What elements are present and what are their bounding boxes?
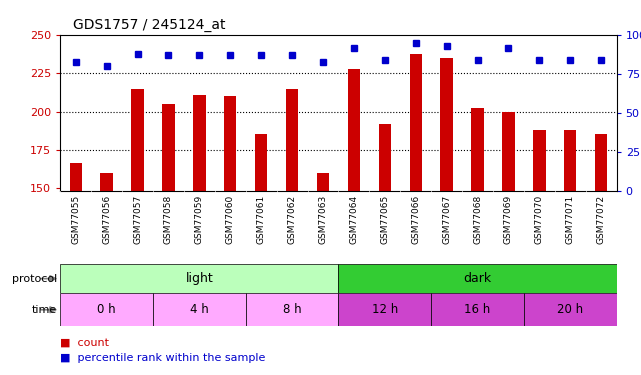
Text: GSM77069: GSM77069 bbox=[504, 195, 513, 244]
Text: GSM77058: GSM77058 bbox=[164, 195, 173, 244]
Text: GSM77060: GSM77060 bbox=[226, 195, 235, 244]
Text: protocol: protocol bbox=[12, 274, 57, 284]
Text: 8 h: 8 h bbox=[283, 303, 301, 316]
Bar bbox=[440, 58, 453, 191]
Bar bbox=[347, 69, 360, 191]
Text: GSM77071: GSM77071 bbox=[566, 195, 575, 244]
Bar bbox=[410, 54, 422, 191]
Text: dark: dark bbox=[463, 272, 492, 285]
Bar bbox=[338, 264, 617, 293]
Text: GSM77057: GSM77057 bbox=[133, 195, 142, 244]
Text: 16 h: 16 h bbox=[465, 303, 490, 316]
Bar bbox=[69, 164, 82, 191]
Text: 0 h: 0 h bbox=[97, 303, 116, 316]
Bar bbox=[131, 88, 144, 191]
Text: GSM77059: GSM77059 bbox=[195, 195, 204, 244]
Text: time: time bbox=[32, 305, 57, 315]
Bar bbox=[595, 134, 608, 191]
Text: light: light bbox=[185, 272, 213, 285]
Bar bbox=[533, 130, 545, 191]
Bar bbox=[193, 95, 206, 191]
Bar bbox=[524, 293, 617, 326]
Text: GSM77070: GSM77070 bbox=[535, 195, 544, 244]
Text: GDS1757 / 245124_at: GDS1757 / 245124_at bbox=[73, 18, 226, 32]
Text: ■  percentile rank within the sample: ■ percentile rank within the sample bbox=[60, 353, 265, 363]
Text: GSM77062: GSM77062 bbox=[288, 195, 297, 244]
Bar bbox=[162, 104, 174, 191]
Text: GSM77056: GSM77056 bbox=[102, 195, 111, 244]
Text: GSM77055: GSM77055 bbox=[71, 195, 80, 244]
Text: 4 h: 4 h bbox=[190, 303, 209, 316]
Bar bbox=[286, 88, 298, 191]
Bar bbox=[153, 293, 246, 326]
Bar bbox=[101, 172, 113, 191]
Bar bbox=[246, 293, 338, 326]
Text: GSM77063: GSM77063 bbox=[319, 195, 328, 244]
Text: GSM77066: GSM77066 bbox=[412, 195, 420, 244]
Bar bbox=[255, 134, 267, 191]
Text: GSM77064: GSM77064 bbox=[349, 195, 358, 244]
Bar bbox=[317, 172, 329, 191]
Text: GSM77067: GSM77067 bbox=[442, 195, 451, 244]
Bar bbox=[60, 264, 338, 293]
Text: GSM77065: GSM77065 bbox=[380, 195, 389, 244]
Bar bbox=[471, 108, 484, 191]
Text: ■  count: ■ count bbox=[60, 338, 109, 348]
Text: 20 h: 20 h bbox=[557, 303, 583, 316]
Text: GSM77061: GSM77061 bbox=[256, 195, 265, 244]
Text: GSM77072: GSM77072 bbox=[597, 195, 606, 244]
Text: 12 h: 12 h bbox=[372, 303, 398, 316]
Bar bbox=[224, 96, 237, 191]
Bar bbox=[564, 130, 576, 191]
Bar bbox=[338, 293, 431, 326]
Bar bbox=[503, 111, 515, 191]
Bar bbox=[431, 293, 524, 326]
Bar bbox=[379, 124, 391, 191]
Bar bbox=[60, 293, 153, 326]
Text: GSM77068: GSM77068 bbox=[473, 195, 482, 244]
